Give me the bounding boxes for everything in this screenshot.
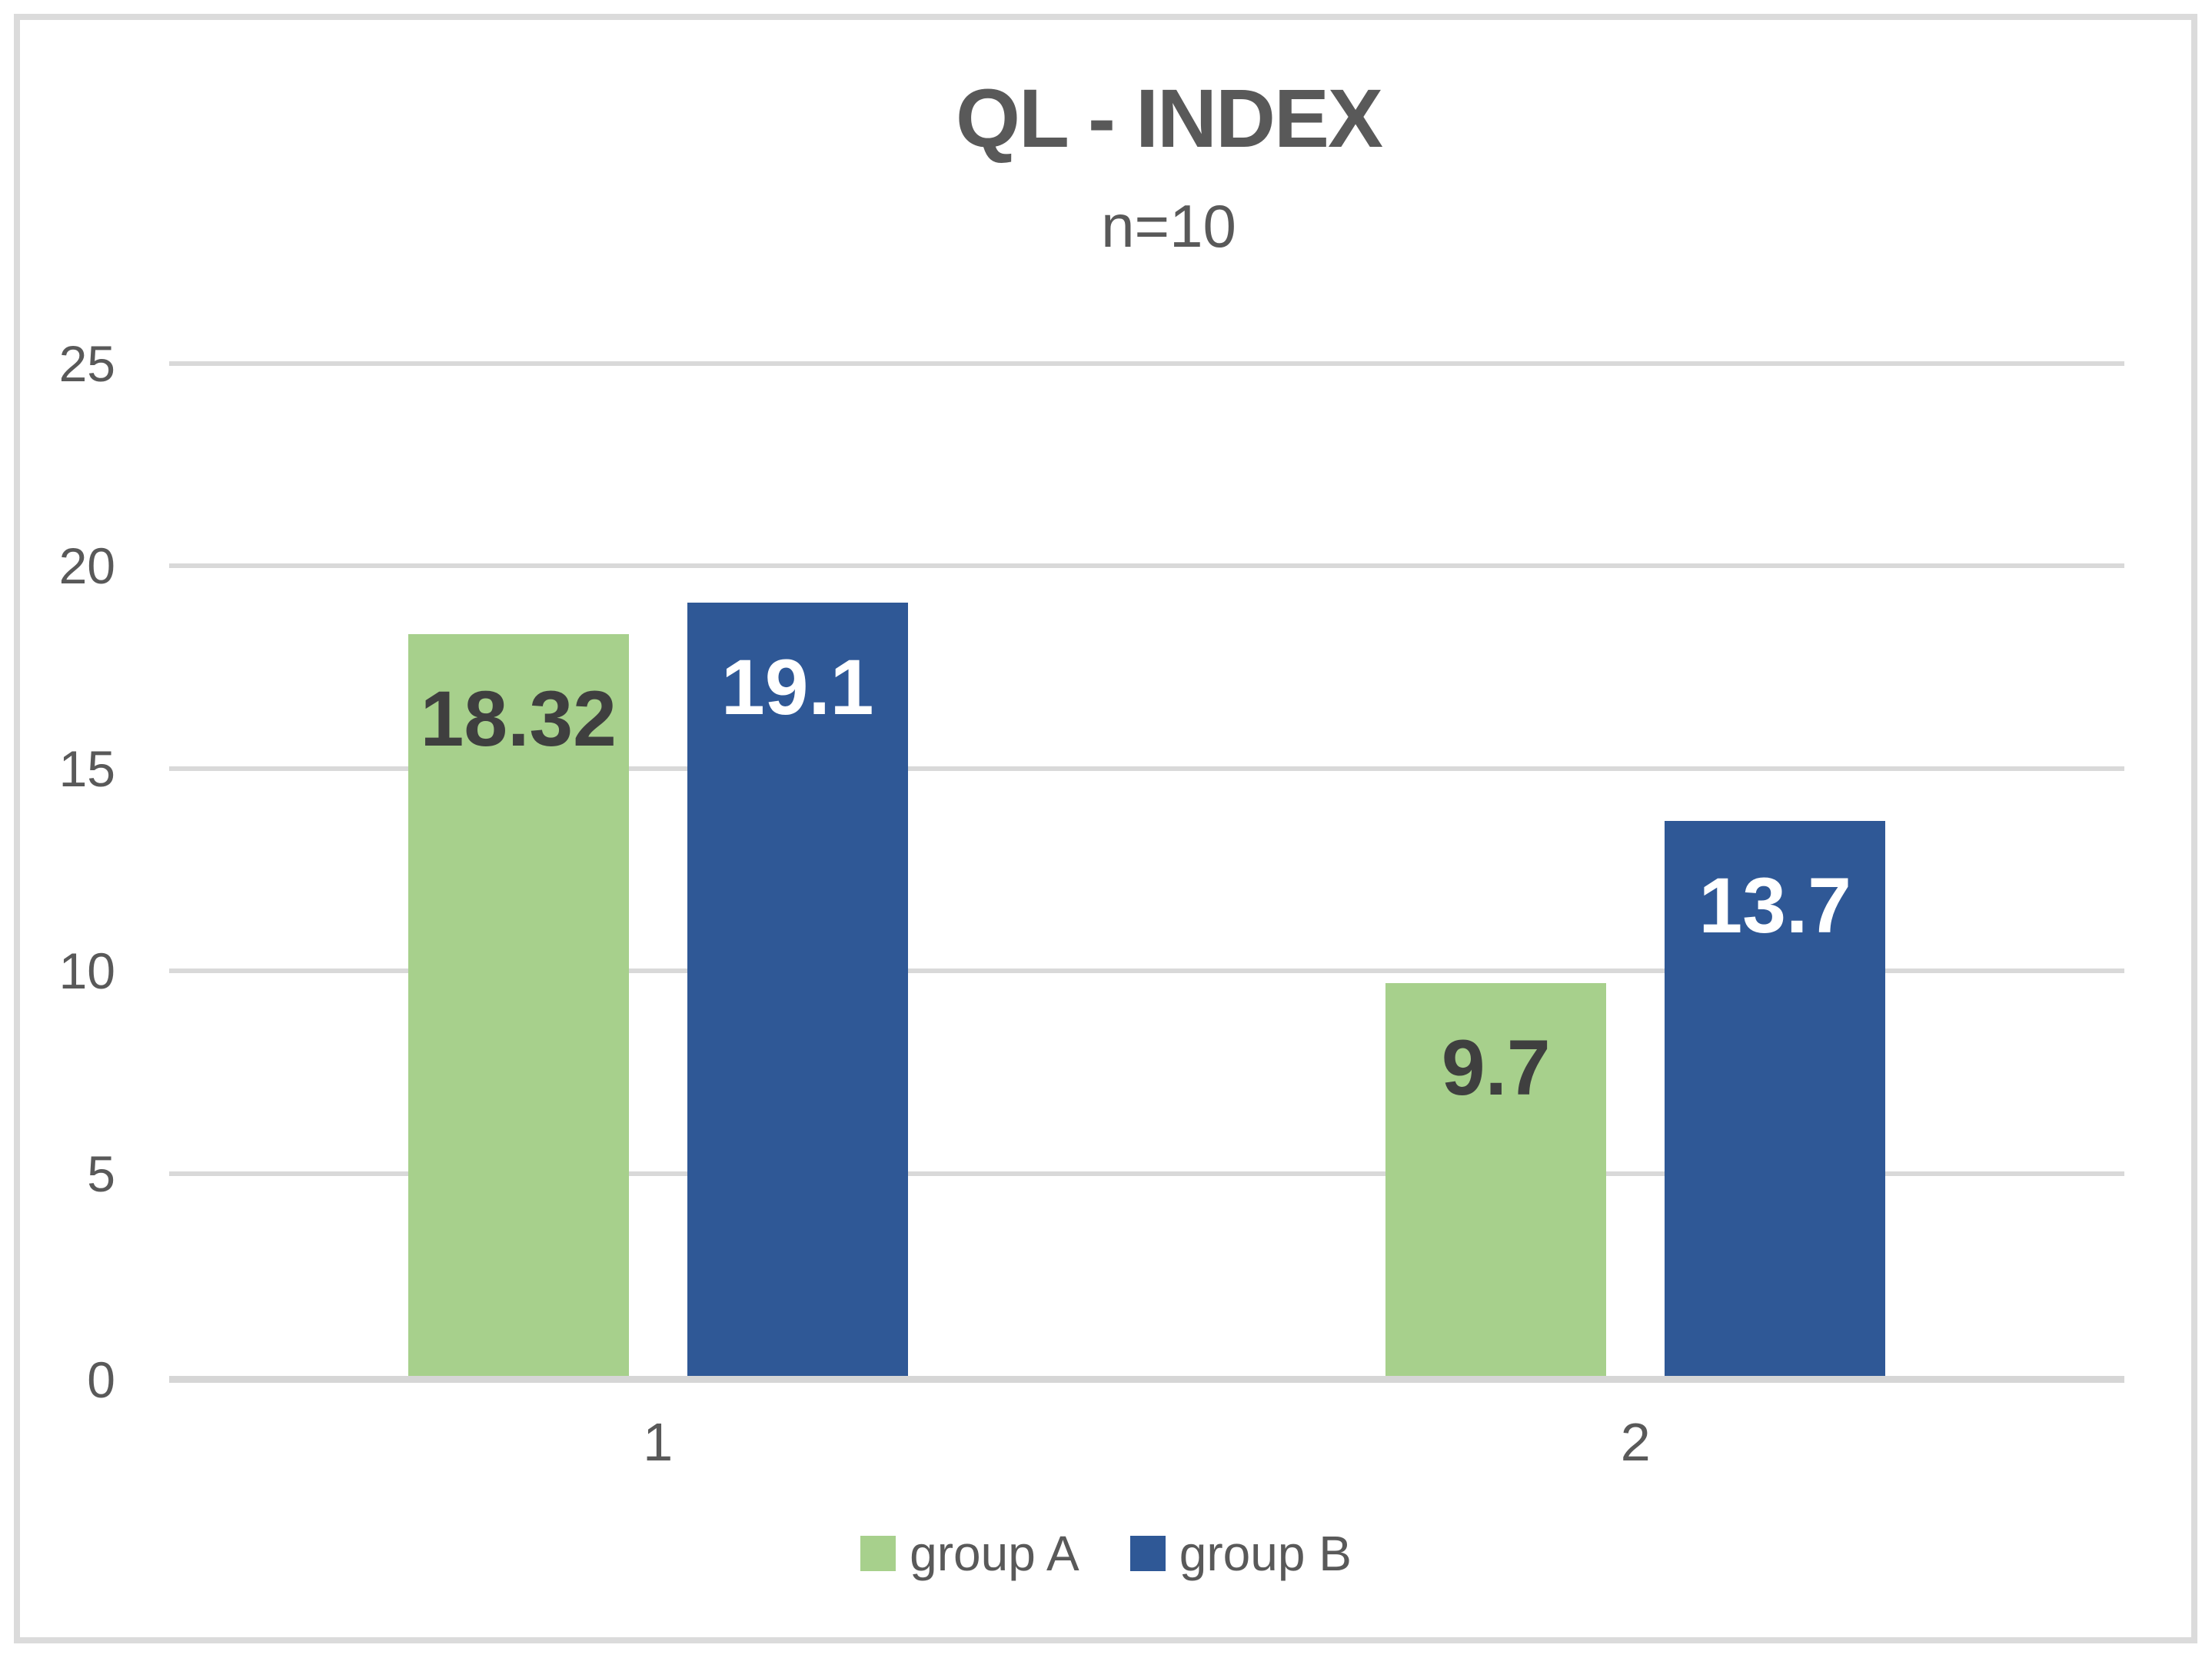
y-axis-label-25: 25 <box>58 335 115 392</box>
gridline-10 <box>169 969 2124 974</box>
bar-group-b-cat-2: 13.7 <box>1665 821 1886 1376</box>
legend: group A group B <box>0 1526 2212 1581</box>
gridline-20 <box>169 563 2124 569</box>
gridline-5 <box>169 1171 2124 1176</box>
bar-value-label: 19.1 <box>720 643 874 731</box>
gridline-15 <box>169 766 2124 771</box>
y-axis-label-15: 15 <box>58 739 115 797</box>
bar-value-label: 18.32 <box>420 674 617 763</box>
bar-group-a-cat-2: 9.7 <box>1385 983 1607 1376</box>
chart-title: QL - INDEX <box>955 71 1383 164</box>
legend-swatch-group-a-icon <box>860 1536 896 1571</box>
chart-subtitle: n=10 <box>1101 192 1236 260</box>
x-axis-line <box>169 1376 2124 1383</box>
y-axis-label-5: 5 <box>87 1145 115 1202</box>
legend-item-group-a: group A <box>860 1527 1079 1580</box>
legend-label-group-b: group B <box>1179 1526 1352 1581</box>
bar-group-b-cat-1: 19.1 <box>687 602 908 1376</box>
plot-area: 18.32 19.1 1 9.7 13.7 2 <box>169 361 2124 1470</box>
gridline-25 <box>169 361 2124 366</box>
bar-group-a-cat-1: 18.32 <box>407 633 629 1376</box>
bar-value-label: 13.7 <box>1698 862 1852 950</box>
legend-label-group-a: group A <box>910 1526 1079 1581</box>
y-axis-label-10: 10 <box>58 942 115 1000</box>
y-axis: 0 5 10 15 20 25 <box>0 0 115 1658</box>
x-axis-label-2: 2 <box>1620 1412 1651 1472</box>
legend-swatch-group-b-icon <box>1129 1536 1166 1571</box>
x-axis-label-1: 1 <box>643 1412 674 1472</box>
y-axis-label-0: 0 <box>87 1351 115 1408</box>
y-axis-label-20: 20 <box>58 537 115 595</box>
legend-item-group-b: group B <box>1129 1526 1352 1581</box>
bar-value-label: 9.7 <box>1441 1024 1551 1112</box>
